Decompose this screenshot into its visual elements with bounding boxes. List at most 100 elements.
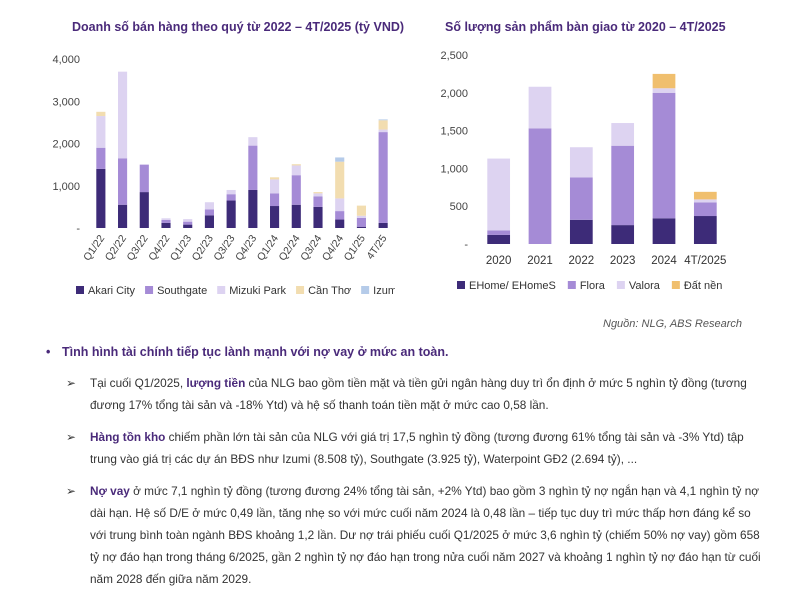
y-tick-label: 2,500 [440, 50, 468, 62]
bar-segment [313, 193, 323, 197]
bar-segment [356, 205, 366, 216]
p3-bold: Nợ vay [90, 484, 130, 498]
arrow-bullet-icon: ➢ [66, 484, 76, 498]
delivery-chart-title: Số lượng sản phẩm bàn giao từ 2020 – 4T/… [445, 20, 726, 34]
source-note: Nguồn: NLG, ABS Research [603, 318, 742, 330]
bar-segment [611, 225, 635, 244]
legend-label: Flora [580, 280, 606, 292]
bar-segment [335, 219, 345, 228]
p2-bold: Hàng tồn kho [90, 430, 166, 444]
bar-segment [356, 215, 366, 218]
legend-swatch [296, 286, 305, 294]
bar-segment [487, 158, 511, 231]
bar-segment [248, 137, 258, 146]
x-tick-label: Q2/23 [190, 233, 216, 263]
arrow-bullet-icon: ➢ [66, 376, 76, 390]
bar-segment [356, 217, 366, 227]
y-tick-label: 2,000 [52, 139, 80, 151]
x-tick-label: Q1/25 [342, 233, 368, 263]
bar-segment [96, 168, 106, 228]
bar-segment [161, 219, 171, 223]
bar-segment [118, 204, 128, 228]
x-tick-label: 2021 [527, 255, 553, 267]
bar-segment [248, 189, 258, 228]
y-tick-label: - [464, 239, 468, 251]
legend-label: Valora [629, 280, 661, 292]
bar-segment [204, 209, 214, 216]
legend-label: Cần Thơ [308, 285, 351, 297]
y-tick-label: 1,500 [440, 126, 468, 138]
legend-label: Akari City [88, 285, 136, 297]
bar-segment [335, 198, 345, 212]
bar-segment [335, 161, 345, 199]
p1-post: của NLG bao gồm tiền mặt và tiền gửi ngâ… [90, 376, 747, 412]
x-tick-label: Q3/23 [211, 233, 237, 263]
legend-swatch [567, 281, 576, 289]
bar-segment [204, 202, 214, 210]
x-tick-label: Q4/24 [320, 233, 346, 263]
x-tick-label: Q1/22 [81, 233, 107, 263]
bar-segment [291, 165, 301, 176]
bar-segment [270, 177, 280, 180]
bar-segment [139, 192, 149, 228]
bar-segment [96, 116, 106, 148]
bar-segment [378, 119, 388, 121]
legend-label: Izumi City [373, 285, 395, 297]
sales-chart-title: Doanh số bán hàng theo quý từ 2022 – 4T/… [72, 20, 405, 34]
p1-pre: Tại cuối Q1/2025, [90, 376, 187, 390]
bar-segment [378, 129, 388, 133]
legend-swatch [76, 286, 84, 294]
x-tick-label: 2020 [486, 255, 512, 267]
y-tick-label: 1,000 [52, 181, 80, 193]
bar-segment [291, 204, 301, 228]
bar-segment [569, 177, 593, 220]
y-tick-label: - [76, 223, 80, 235]
legend-label: EHome/ EHomeS [469, 280, 556, 292]
legend-swatch [616, 281, 625, 289]
bar-segment [356, 226, 366, 228]
legend-label: Mizuki Park [229, 285, 286, 297]
y-tick-label: 4,000 [52, 54, 80, 66]
bullet-icon: • [46, 345, 51, 359]
bar-segment [528, 86, 552, 129]
bar-segment [611, 145, 635, 226]
delivery-chart: - 500 1,000 1,500 2,000 2,500 2020 2021 2022 2023… [440, 50, 726, 292]
bar-segment [313, 206, 323, 228]
bar-segment [652, 73, 676, 89]
bar-segment [313, 196, 323, 207]
section-heading: • Tình hình tài chính tiếp tục lành mạnh… [28, 342, 768, 362]
x-tick-label: 2023 [610, 255, 636, 267]
bar-segment [226, 200, 236, 228]
p3-post: ở mức 7,1 nghìn tỷ đồng (tương đương 24%… [90, 484, 761, 586]
bar-segment [270, 193, 280, 207]
bar-segment [378, 222, 388, 228]
paragraph-debt: ➢ Nợ vay ở mức 7,1 nghìn tỷ đồng (tương … [28, 480, 768, 590]
bar-segment [291, 175, 301, 205]
bar-segment [118, 71, 128, 159]
bar-segment [693, 191, 717, 200]
x-tick-label: 2022 [569, 255, 595, 267]
bar-segment [693, 199, 717, 203]
bar-segment [569, 147, 593, 178]
bar-segment [528, 128, 552, 244]
y-tick-label: 500 [450, 201, 468, 213]
x-tick-label: 2024 [651, 255, 677, 267]
bar-segment [378, 132, 388, 223]
bar-segment [161, 218, 171, 220]
legend-label: Đất nền [684, 280, 723, 292]
y-tick-label: 1,000 [440, 163, 468, 175]
x-tick-label: Q3/24 [298, 233, 324, 263]
bar-segment [487, 234, 511, 244]
bar-segment [693, 216, 717, 244]
legend-swatch [457, 281, 465, 289]
bar-segment [611, 123, 635, 146]
bar-segment [652, 218, 676, 244]
bar-segment [204, 215, 214, 228]
bar-segment [291, 164, 301, 166]
heading-text: Tình hình tài chính tiếp tục lành mạnh v… [62, 345, 449, 359]
y-tick-label: 2,000 [440, 88, 468, 100]
legend-label: Southgate [157, 285, 207, 297]
sales-chart: -1,0002,0003,0004,000Q1/22Q2/22Q3/22Q4/2… [52, 54, 395, 297]
financial-section: • Tình hình tài chính tiếp tục lành mạnh… [28, 342, 768, 590]
bar-segment [652, 92, 676, 219]
